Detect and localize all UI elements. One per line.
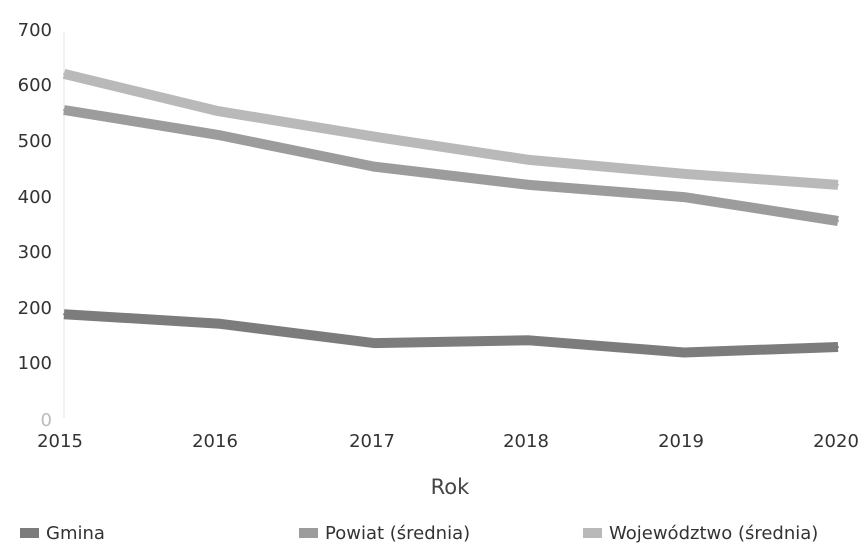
legend-item-powiat: Powiat (średnia) bbox=[299, 523, 470, 544]
x-axis-title: Rok bbox=[431, 475, 470, 499]
y-tick-label-700: 700 bbox=[18, 20, 52, 41]
data-point-gmina-2018 bbox=[528, 339, 530, 342]
legend-label-wojewodztwo: Województwo (średnia) bbox=[609, 523, 818, 544]
x-tick-label-2019: 2019 bbox=[658, 431, 704, 452]
x-tick-label-2016: 2016 bbox=[192, 431, 238, 452]
y-tick-label-100: 100 bbox=[18, 353, 52, 374]
data-point-wojew-dztwo-rednia-2019 bbox=[683, 172, 685, 175]
x-tick-label-2015: 2015 bbox=[37, 431, 83, 452]
data-point-powiat-rednia-2018 bbox=[528, 183, 530, 186]
legend-item-wojewodztwo: Województwo (średnia) bbox=[583, 523, 818, 544]
legend-swatch-gmina bbox=[20, 528, 39, 538]
series-lines bbox=[62, 69, 839, 358]
y-axis-ticks: 0 100 200 300 400 500 600 700 bbox=[18, 20, 52, 431]
data-point-wojew-dztwo-rednia-2017 bbox=[373, 135, 375, 138]
data-point-gmina-2020 bbox=[837, 346, 839, 348]
x-tick-label-2018: 2018 bbox=[503, 431, 549, 452]
legend-swatch-powiat bbox=[299, 528, 318, 538]
data-point-powiat-rednia-2017 bbox=[373, 165, 375, 168]
data-point-wojew-dztwo-rednia-2018 bbox=[528, 158, 530, 161]
data-point-powiat-rednia-2016 bbox=[217, 133, 219, 136]
series-line-gmina bbox=[63, 309, 839, 358]
data-point-gmina-2019 bbox=[683, 351, 685, 354]
y-tick-label-300: 300 bbox=[18, 242, 52, 263]
y-tick-label-500: 500 bbox=[18, 131, 52, 152]
data-point-powiat-rednia-2015 bbox=[63, 109, 65, 111]
data-point-gmina-2015 bbox=[63, 313, 65, 316]
legend-label-gmina: Gmina bbox=[46, 523, 105, 544]
y-tick-label-600: 600 bbox=[18, 75, 52, 96]
data-point-gmina-2016 bbox=[217, 322, 219, 325]
x-tick-label-2020: 2020 bbox=[813, 431, 859, 452]
series-line-wojew-dztwo-rednia bbox=[62, 69, 839, 190]
x-tick-label-2017: 2017 bbox=[349, 431, 395, 452]
y-tick-label-200: 200 bbox=[18, 298, 52, 319]
data-point-gmina-2017 bbox=[373, 342, 375, 345]
y-tick-label-0: 0 bbox=[41, 410, 52, 431]
legend-swatch-wojewodztwo bbox=[583, 528, 602, 538]
data-point-wojew-dztwo-rednia-2016 bbox=[217, 110, 219, 113]
data-point-powiat-rednia-2020 bbox=[837, 220, 839, 222]
legend-item-gmina: Gmina bbox=[20, 523, 105, 544]
data-point-powiat-rednia-2019 bbox=[683, 196, 685, 199]
series-line-powiat-rednia bbox=[63, 105, 839, 226]
x-axis-ticks: 2015 2016 2017 2018 2019 2020 bbox=[37, 431, 859, 452]
legend-label-powiat: Powiat (średnia) bbox=[325, 523, 470, 544]
data-point-wojew-dztwo-rednia-2020 bbox=[837, 183, 839, 186]
y-tick-label-400: 400 bbox=[18, 187, 52, 208]
legend: Gmina Powiat (średnia) Województwo (śred… bbox=[20, 523, 818, 544]
data-point-wojew-dztwo-rednia-2015 bbox=[63, 72, 65, 75]
